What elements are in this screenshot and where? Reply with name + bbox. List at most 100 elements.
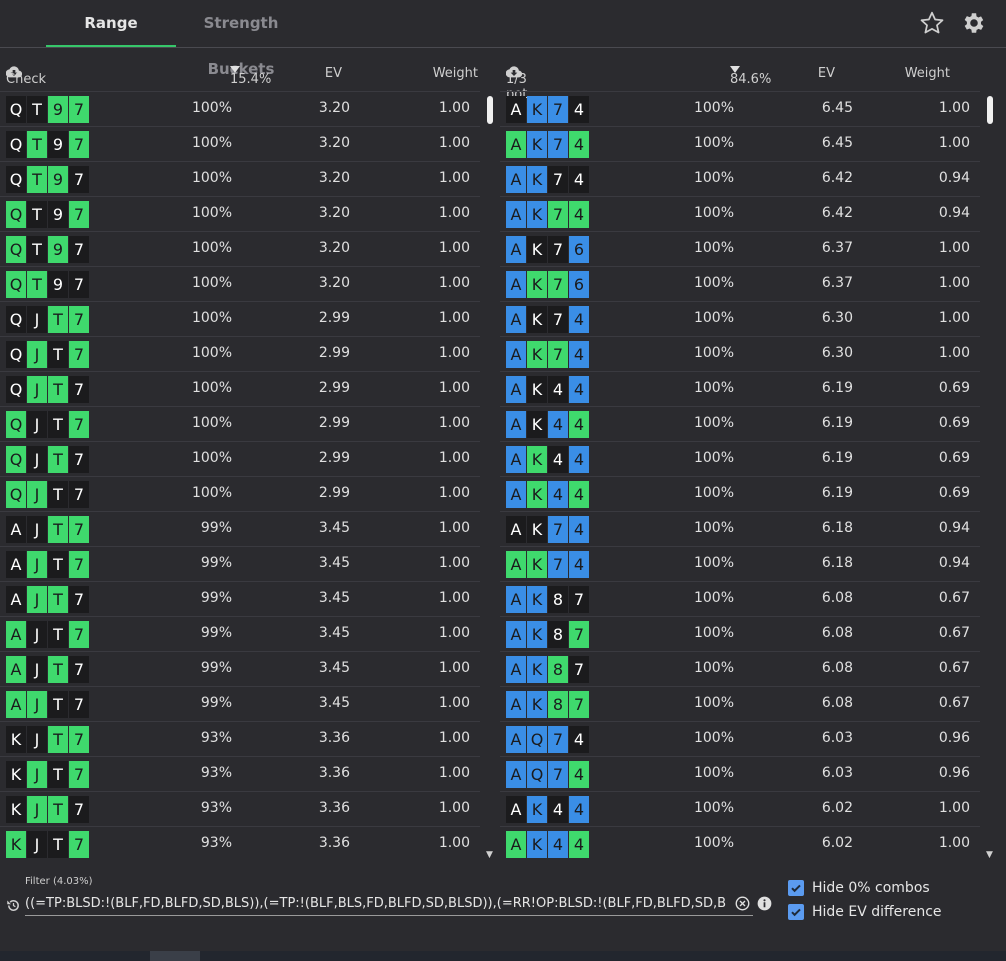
cloud-download-icon[interactable]	[506, 66, 522, 78]
weight-cell: 1.00	[938, 310, 970, 326]
table-row[interactable]: A J T 7 99% 3.45 1.00	[0, 581, 480, 616]
table-row[interactable]: Q J T 7 100% 2.99 1.00	[0, 336, 480, 371]
filter-input[interactable]	[25, 892, 753, 916]
table-row[interactable]: Q J T 7 100% 2.99 1.00	[0, 476, 480, 511]
table-row[interactable]: A K 7 4 100% 6.30 1.00	[500, 336, 980, 371]
left-scrollbar[interactable]: ▼	[486, 96, 494, 862]
weight-cell: 0.94	[938, 555, 970, 571]
table-row[interactable]: A Q 7 4 100% 6.03 0.96	[500, 756, 980, 791]
hide-ev-difference-checkbox[interactable]: Hide EV difference	[788, 904, 942, 920]
ev-header[interactable]: EV	[817, 66, 835, 81]
table-row[interactable]: Q T 9 7 100% 3.20 1.00	[0, 196, 480, 231]
card: 7	[548, 271, 568, 298]
taskbar-button[interactable]	[150, 951, 200, 961]
gear-icon[interactable]	[959, 8, 989, 38]
info-icon[interactable]	[757, 896, 773, 912]
cloud-download-icon[interactable]	[6, 66, 22, 78]
weight-header[interactable]: Weight	[432, 66, 478, 81]
card: A	[506, 96, 526, 123]
frequency-cell: 100%	[693, 100, 734, 116]
ev-header[interactable]: EV	[324, 66, 342, 81]
table-row[interactable]: A K 7 4 100% 6.45 1.00	[500, 126, 980, 161]
card: T	[48, 376, 68, 403]
frequency-cell: 100%	[693, 345, 734, 361]
ev-cell: 6.30	[821, 310, 853, 326]
right-scrollbar[interactable]: ▼	[986, 96, 994, 862]
scroll-thumb[interactable]	[487, 96, 493, 124]
table-row[interactable]: A K 4 4 100% 6.02 1.00	[500, 791, 980, 826]
table-row[interactable]: A J T 7 99% 3.45 1.00	[0, 511, 480, 546]
history-icon[interactable]	[5, 897, 21, 913]
table-row[interactable]: Q J T 7 100% 2.99 1.00	[0, 441, 480, 476]
card: J	[27, 831, 47, 858]
table-row[interactable]: Q T 9 7 100% 3.20 1.00	[0, 161, 480, 196]
table-row[interactable]: Q T 9 7 100% 3.20 1.00	[0, 91, 480, 126]
weight-cell: 0.94	[938, 205, 970, 221]
checkbox-label: Hide 0% combos	[812, 880, 930, 896]
table-row[interactable]: Q J T 7 100% 2.99 1.00	[0, 371, 480, 406]
scroll-thumb[interactable]	[987, 96, 993, 124]
hide-zero-combos-checkbox[interactable]: Hide 0% combos	[788, 880, 930, 896]
card: 4	[548, 481, 568, 508]
table-row[interactable]: A J T 7 99% 3.45 1.00	[0, 651, 480, 686]
card: Q	[6, 96, 26, 123]
card: T	[48, 691, 68, 718]
table-row[interactable]: A K 7 4 100% 6.18 0.94	[500, 546, 980, 581]
table-row[interactable]: A J T 7 99% 3.45 1.00	[0, 546, 480, 581]
table-row[interactable]: A K 4 4 100% 6.19 0.69	[500, 406, 980, 441]
table-row[interactable]: K J T 7 93% 3.36 1.00	[0, 791, 480, 826]
table-row[interactable]: Q T 9 7 100% 3.20 1.00	[0, 126, 480, 161]
tab-strength-buckets[interactable]: Strength Buckets	[203, 14, 279, 78]
table-row[interactable]: A Q 7 4 100% 6.03 0.96	[500, 721, 980, 756]
table-row[interactable]: A K 4 4 100% 6.19 0.69	[500, 371, 980, 406]
card: K	[527, 131, 547, 158]
table-row[interactable]: K J T 7 93% 3.36 1.00	[0, 721, 480, 756]
table-row[interactable]: Q T 9 7 100% 3.20 1.00	[0, 231, 480, 266]
table-row[interactable]: A K 7 6 100% 6.37 1.00	[500, 266, 980, 301]
table-row[interactable]: A K 7 4 100% 6.30 1.00	[500, 301, 980, 336]
card: A	[506, 761, 526, 788]
table-row[interactable]: A J T 7 99% 3.45 1.00	[0, 686, 480, 721]
frequency-cell: 100%	[693, 485, 734, 501]
table-row[interactable]: A K 7 4 100% 6.45 1.00	[500, 91, 980, 126]
table-row[interactable]: A J T 7 99% 3.45 1.00	[0, 616, 480, 651]
ev-cell: 6.19	[821, 485, 853, 501]
table-row[interactable]: K J T 7 93% 3.36 1.00	[0, 826, 480, 861]
weight-cell: 1.00	[438, 485, 470, 501]
ev-cell: 3.20	[318, 100, 350, 116]
ev-cell: 6.45	[821, 135, 853, 151]
table-row[interactable]: A K 8 7 100% 6.08 0.67	[500, 581, 980, 616]
table-row[interactable]: A K 8 7 100% 6.08 0.67	[500, 651, 980, 686]
table-row[interactable]: Q T 9 7 100% 3.20 1.00	[0, 266, 480, 301]
table-row[interactable]: Q J T 7 100% 2.99 1.00	[0, 301, 480, 336]
table-row[interactable]: A K 4 4 100% 6.19 0.69	[500, 441, 980, 476]
table-row[interactable]: A K 7 6 100% 6.37 1.00	[500, 231, 980, 266]
tab-range[interactable]: Range	[46, 0, 176, 47]
checkbox-checked-icon[interactable]	[788, 904, 804, 920]
table-row[interactable]: Q J T 7 100% 2.99 1.00	[0, 406, 480, 441]
table-row[interactable]: A K 8 7 100% 6.08 0.67	[500, 686, 980, 721]
ev-cell: 2.99	[318, 310, 350, 326]
card: T	[48, 516, 68, 543]
table-row[interactable]: A K 7 4 100% 6.42 0.94	[500, 196, 980, 231]
card: T	[27, 96, 47, 123]
table-row[interactable]: K J T 7 93% 3.36 1.00	[0, 756, 480, 791]
table-row[interactable]: A K 4 4 100% 6.19 0.69	[500, 476, 980, 511]
table-row[interactable]: A K 8 7 100% 6.08 0.67	[500, 616, 980, 651]
scroll-down-icon[interactable]: ▼	[986, 850, 993, 860]
checkbox-checked-icon[interactable]	[788, 880, 804, 896]
ev-cell: 6.45	[821, 100, 853, 116]
table-row[interactable]: A K 4 4 100% 6.02 1.00	[500, 826, 980, 861]
star-icon[interactable]	[917, 8, 947, 38]
weight-header[interactable]: Weight	[904, 66, 950, 81]
table-row[interactable]: A K 7 4 100% 6.18 0.94	[500, 511, 980, 546]
scroll-down-icon[interactable]: ▼	[486, 850, 493, 860]
card: J	[27, 516, 47, 543]
table-row[interactable]: A K 7 4 100% 6.42 0.94	[500, 161, 980, 196]
weight-cell: 1.00	[938, 345, 970, 361]
clear-filter-icon[interactable]	[735, 896, 751, 912]
